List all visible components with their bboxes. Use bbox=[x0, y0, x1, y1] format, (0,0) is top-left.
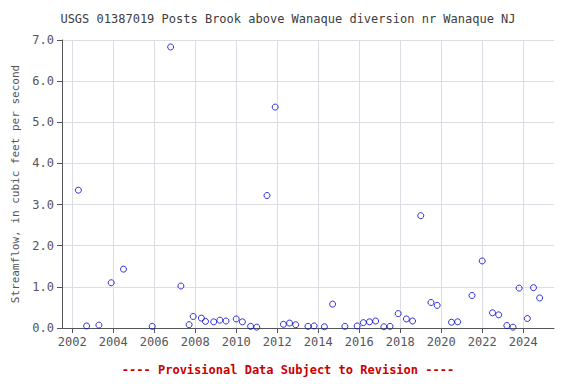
svg-text:2022: 2022 bbox=[468, 335, 497, 349]
svg-text:Streamflow, in cubic feet per: Streamflow, in cubic feet per second bbox=[9, 65, 22, 303]
svg-text:2016: 2016 bbox=[345, 335, 374, 349]
svg-text:5.0: 5.0 bbox=[32, 115, 54, 129]
svg-text:1.0: 1.0 bbox=[32, 280, 54, 294]
svg-text:2002: 2002 bbox=[58, 335, 87, 349]
svg-text:4.0: 4.0 bbox=[32, 156, 54, 170]
svg-text:USGS 01387019 Posts Brook abov: USGS 01387019 Posts Brook above Wanaque … bbox=[60, 12, 515, 26]
svg-text:7.0: 7.0 bbox=[32, 33, 54, 47]
svg-text:2012: 2012 bbox=[263, 335, 292, 349]
svg-text:3.0: 3.0 bbox=[32, 198, 54, 212]
svg-text:2.0: 2.0 bbox=[32, 239, 54, 253]
svg-text:---- Provisional Data Subject: ---- Provisional Data Subject to Revisio… bbox=[122, 363, 454, 377]
svg-text:2020: 2020 bbox=[427, 335, 456, 349]
svg-text:0.0: 0.0 bbox=[32, 321, 54, 335]
svg-text:2010: 2010 bbox=[222, 335, 251, 349]
svg-text:2024: 2024 bbox=[509, 335, 538, 349]
svg-text:2014: 2014 bbox=[304, 335, 333, 349]
svg-text:2018: 2018 bbox=[386, 335, 415, 349]
svg-text:2006: 2006 bbox=[140, 335, 169, 349]
svg-text:6.0: 6.0 bbox=[32, 74, 54, 88]
svg-text:2004: 2004 bbox=[99, 335, 128, 349]
svg-text:2008: 2008 bbox=[181, 335, 210, 349]
